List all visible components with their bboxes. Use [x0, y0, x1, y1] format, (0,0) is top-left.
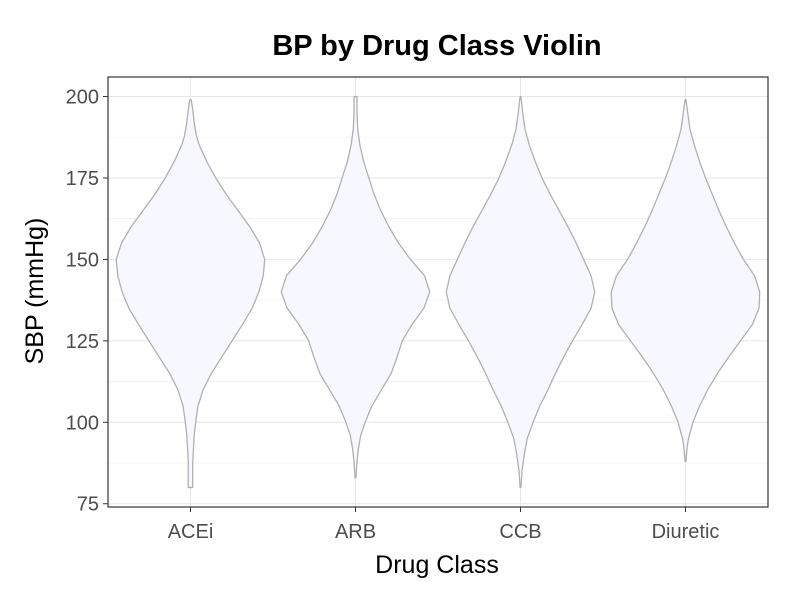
y-axis-title: SBP (mmHg): [21, 218, 49, 365]
violin-diuretic: [610, 99, 761, 463]
y-tick-label: 200: [66, 87, 99, 109]
violin-acei: [115, 99, 266, 489]
y-tick-label: 75: [77, 494, 99, 516]
x-axis-title: Drug Class: [375, 551, 499, 579]
x-tick-label: ARB: [335, 521, 376, 543]
violin-ccb: [445, 95, 596, 489]
y-tick-label: 175: [66, 168, 99, 190]
chart-title: BP by Drug Class Violin: [272, 30, 601, 62]
x-tick-label: CCB: [499, 521, 541, 543]
x-tick-label: ACEi: [168, 521, 214, 543]
violin-arb: [280, 95, 431, 479]
x-tick-label: Diuretic: [652, 521, 720, 543]
y-tick-label: 100: [66, 412, 99, 434]
plot-panel: 75 100 125 150 175 200 ACEi ARB CCB Diuretic: [66, 76, 769, 543]
y-tick-label: 125: [66, 331, 99, 353]
y-tick-label: 150: [66, 249, 99, 271]
panel-border: [107, 76, 769, 508]
